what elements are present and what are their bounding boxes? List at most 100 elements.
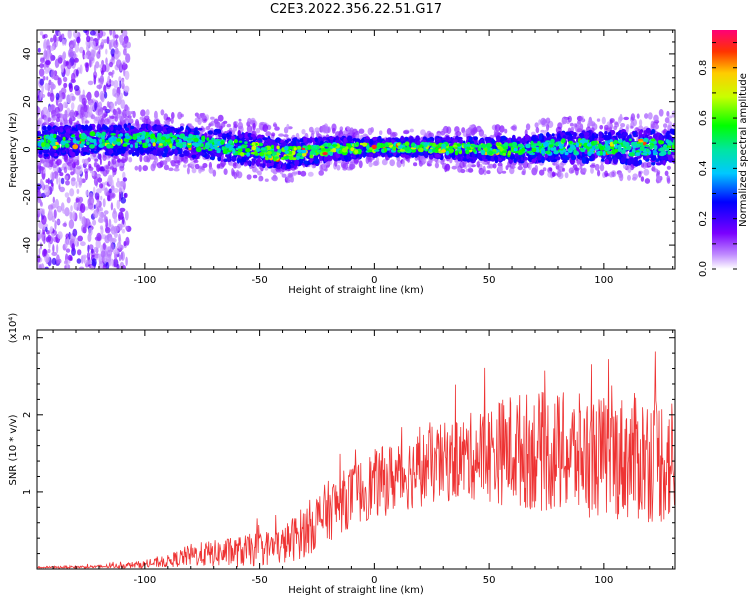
- spectrogram-cell: [134, 165, 139, 171]
- spectrogram-cell: [88, 125, 93, 131]
- spectrogram-cell: [163, 164, 169, 171]
- spectrogram-cell: [37, 47, 41, 53]
- spectrogram-cell: [197, 127, 203, 131]
- spectrogram-cell: [208, 167, 214, 174]
- spectrogram-cell: [521, 170, 525, 175]
- spectrogram-cell: [281, 173, 287, 178]
- spectrogram-cell: [125, 110, 130, 116]
- spectrogram-cell: [400, 135, 405, 142]
- spectrogram-cell: [139, 154, 143, 163]
- spectrogram-cell: [40, 242, 42, 250]
- spectrogram-cell: [77, 235, 83, 242]
- spectrogram-cell: [37, 119, 42, 127]
- spectrogram-cell: [179, 123, 185, 127]
- spectrogram-cell: [51, 251, 58, 256]
- spectrogram-cell: [56, 175, 59, 185]
- spectrogram-cell: [91, 40, 96, 49]
- spectrogram-cell: [64, 192, 70, 198]
- spectrogram-cell: [271, 132, 276, 137]
- spectrogram-cell: [99, 225, 104, 230]
- spectrogram-cell: [37, 106, 41, 116]
- spectrogram-cell: [122, 171, 126, 180]
- spectrogram-cell: [118, 211, 124, 220]
- spectrogram-cell: [562, 135, 567, 139]
- spectrogram-cell: [114, 245, 118, 255]
- spectrogram-cell: [318, 170, 325, 176]
- spectrogram-cell: [44, 69, 49, 74]
- spectrogram-cell: [110, 242, 114, 253]
- spectrogram-cell: [368, 161, 373, 168]
- spectrogram-cell: [118, 233, 121, 243]
- spectrogram-cell: [37, 191, 42, 198]
- spectrogram-cell: [94, 236, 101, 241]
- spectrogram-cell: [270, 169, 276, 173]
- spectrogram-cell: [73, 201, 78, 211]
- spectrogram-cell: [127, 118, 134, 123]
- spectrogram-cell: [510, 165, 516, 169]
- spectrogram-cell: [258, 122, 262, 130]
- spectrogram-cell: [52, 243, 55, 254]
- spectrogram-cell: [525, 137, 529, 142]
- spectrogram-cell: [376, 137, 382, 143]
- spectrogram-cell: [116, 59, 122, 69]
- spectrogram-cell: [545, 117, 551, 124]
- spectrogram-cell: [42, 225, 46, 231]
- spectrogram-cell: [84, 120, 90, 124]
- spectrogram-cell: [201, 112, 206, 121]
- spectrogram-cell: [409, 128, 414, 133]
- spectrogram-cell: [37, 160, 40, 166]
- spectrogram-cell: [540, 117, 547, 126]
- spectrogram-cell: [85, 62, 89, 73]
- spectrogram-cell: [60, 64, 65, 73]
- spectrogram-cell: [108, 178, 113, 185]
- spectrogram-cell: [65, 180, 70, 186]
- spectrogram-cell: [246, 125, 253, 133]
- spectrogram-cell: [598, 132, 603, 139]
- spectrogram-cell: [286, 123, 290, 131]
- spectrogram-cell: [579, 164, 583, 170]
- spectrogram-cell: [633, 131, 636, 136]
- spectrogram-cell: [67, 30, 72, 39]
- spectrogram-cell: [339, 126, 344, 132]
- spectrogram-cell: [241, 156, 247, 163]
- spectrogram-cell: [102, 154, 107, 162]
- spectrogram-cell: [63, 166, 68, 174]
- spectrogram-cell: [639, 119, 643, 127]
- spectrogram-cell: [599, 163, 605, 172]
- spectrogram-cell: [50, 150, 55, 158]
- spectrogram-cell: [67, 48, 73, 58]
- spectrogram-cell: [108, 218, 112, 228]
- spectrogram-cell: [658, 109, 664, 117]
- spectrogram-cell: [644, 113, 649, 119]
- spectrogram-cell: [601, 116, 606, 125]
- spectrogram-cell: [50, 69, 56, 79]
- spectrogram-cell: [73, 57, 79, 63]
- spectrogram-cell: [666, 165, 672, 170]
- spectrogram-cell: [142, 165, 148, 172]
- spectrogram-cell: [358, 160, 363, 169]
- spectrogram-cell: [194, 112, 199, 117]
- spectrogram-cell: [278, 133, 284, 137]
- spectrogram-cell: [44, 187, 50, 196]
- spectrogram-cell: [72, 30, 79, 38]
- spectrogram-cell: [551, 133, 555, 137]
- spectrogram-cell: [671, 158, 675, 163]
- spectrogram-cell: [645, 127, 651, 134]
- spectrogram-cell: [76, 172, 80, 183]
- spectrogram-cell: [300, 170, 307, 177]
- spectrogram-cell: [101, 39, 105, 45]
- spectrogram-cell: [303, 136, 308, 143]
- spectrogram-cell: [63, 101, 68, 109]
- spectrogram-cell: [651, 165, 656, 171]
- spectrogram-cell: [354, 132, 360, 140]
- spectrogram-cell: [100, 92, 105, 103]
- spectrogram-cell: [255, 127, 261, 134]
- spectrogram-cell: [108, 39, 113, 50]
- spectrogram-cell: [567, 115, 572, 123]
- spectrogram-cell: [291, 171, 298, 175]
- spectrogram-cell: [205, 126, 211, 131]
- spectrogram-cell: [94, 159, 98, 163]
- spectrogram-cell: [85, 259, 92, 265]
- spectrogram-cell: [183, 150, 188, 155]
- spectrogram-cell: [247, 160, 251, 166]
